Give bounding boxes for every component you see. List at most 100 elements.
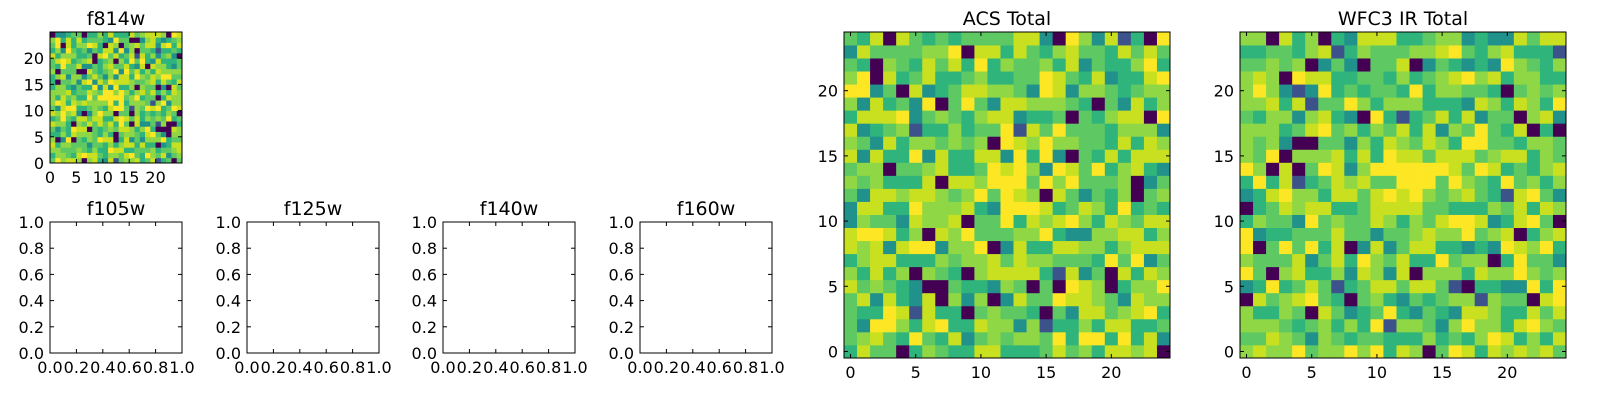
heatmap-cell xyxy=(1026,331,1040,346)
heatmap-cell xyxy=(166,32,172,38)
heatmap-cell xyxy=(1292,162,1306,176)
heatmap-cell xyxy=(1065,188,1080,202)
heatmap-cell xyxy=(145,84,151,91)
heatmap-cell xyxy=(97,63,104,70)
y-tick-label: 5 xyxy=(828,277,838,296)
heatmap-cell xyxy=(123,84,130,91)
heatmap-cell xyxy=(948,331,962,346)
heatmap-cell xyxy=(65,121,72,127)
heatmap-cell xyxy=(1266,97,1280,111)
heatmap-cell xyxy=(145,131,151,138)
heatmap-cell xyxy=(65,115,72,122)
heatmap-cell xyxy=(1052,279,1067,294)
heatmap-cell xyxy=(166,152,172,159)
heatmap-cell xyxy=(909,318,923,333)
heatmap-cell xyxy=(50,100,56,106)
heatmap-cell xyxy=(1052,344,1067,359)
heatmap-cell xyxy=(1370,318,1384,333)
x-tick-label: 15 xyxy=(1432,363,1452,382)
heatmap-cell xyxy=(1026,292,1040,307)
heatmap-cell xyxy=(1039,201,1054,215)
heatmap-cell xyxy=(102,121,109,127)
heatmap-cell xyxy=(1000,318,1014,333)
heatmap-cell xyxy=(974,253,988,268)
heatmap-cell xyxy=(102,42,109,49)
heatmap-cell xyxy=(1292,344,1306,359)
heatmap-cell xyxy=(1487,149,1502,163)
heatmap-cell xyxy=(1143,318,1158,333)
heatmap-cell xyxy=(176,42,183,49)
heatmap-cell xyxy=(155,79,162,85)
heatmap-cell xyxy=(1396,331,1410,346)
heatmap-cell xyxy=(71,79,77,85)
heatmap-cell xyxy=(92,115,98,122)
heatmap-cell xyxy=(65,105,72,111)
heatmap-cell xyxy=(1513,305,1528,320)
heatmap-cell xyxy=(1383,45,1397,59)
heatmap-cell xyxy=(118,115,125,122)
subplot-title: f160w xyxy=(677,198,736,220)
heatmap-cell xyxy=(883,188,897,202)
heatmap-cell xyxy=(1091,97,1106,111)
heatmap-cell xyxy=(1253,149,1267,163)
heatmap-cell xyxy=(1539,45,1554,59)
heatmap-cell xyxy=(1396,45,1410,59)
heatmap-cell xyxy=(123,37,130,43)
heatmap-cell xyxy=(1292,71,1306,85)
heatmap-cell xyxy=(1383,71,1397,85)
heatmap-cell xyxy=(86,94,93,101)
heatmap-cell xyxy=(139,84,146,91)
heatmap-cell xyxy=(1013,71,1027,85)
y-tick-label: 0.4 xyxy=(216,292,241,311)
heatmap-cell xyxy=(1039,162,1054,176)
heatmap-cell xyxy=(1104,253,1119,268)
heatmap-cell xyxy=(123,142,130,148)
heatmap-cell xyxy=(113,42,120,49)
heatmap-cell xyxy=(1039,318,1054,333)
heatmap-cell xyxy=(123,68,130,75)
heatmap-cell xyxy=(1370,123,1384,137)
heatmap-cell xyxy=(1513,253,1528,268)
heatmap-cell xyxy=(1474,279,1489,294)
heatmap-cell xyxy=(81,105,88,111)
heatmap-cell xyxy=(1266,292,1280,307)
heatmap-cell xyxy=(974,201,988,215)
heatmap-cell xyxy=(1253,344,1267,359)
heatmap-cell xyxy=(1422,110,1436,124)
heatmap-cell xyxy=(86,89,93,96)
heatmap-cell xyxy=(97,136,104,143)
heatmap-cell xyxy=(171,52,178,59)
heatmap-cell xyxy=(171,63,178,70)
heatmap-cell xyxy=(60,37,67,43)
heatmap-cell xyxy=(1396,227,1410,242)
heatmap-cell xyxy=(1117,305,1132,320)
heatmap-cell xyxy=(1448,162,1463,176)
subplot-title: f140w xyxy=(480,198,539,220)
heatmap-cell xyxy=(1104,45,1119,59)
heatmap-cell xyxy=(1318,97,1332,111)
heatmap-cell xyxy=(134,42,141,49)
heatmap-cell xyxy=(166,42,172,49)
heatmap-cell xyxy=(974,45,988,59)
heatmap-cell xyxy=(1344,266,1358,281)
heatmap-cell xyxy=(1156,58,1171,72)
heatmap-cell xyxy=(1117,201,1132,215)
heatmap-cell xyxy=(1396,188,1410,202)
heatmap-cell xyxy=(113,68,120,75)
heatmap-cell xyxy=(870,110,884,124)
heatmap-cell xyxy=(935,266,949,281)
heatmap-cell xyxy=(1078,318,1093,333)
heatmap-cell xyxy=(76,157,83,164)
heatmap-cell xyxy=(65,68,72,75)
heatmap-cell xyxy=(139,147,146,153)
heatmap-cell xyxy=(1357,175,1371,189)
heatmap-cell xyxy=(1240,331,1254,346)
heatmap-cell xyxy=(987,162,1001,176)
heatmap-cell xyxy=(1013,58,1027,72)
heatmap-cell xyxy=(1318,266,1332,281)
heatmap-cell xyxy=(1266,32,1280,46)
y-tick-label: 0.6 xyxy=(216,265,241,284)
heatmap-cell xyxy=(896,214,910,228)
heatmap-cell xyxy=(1383,123,1397,137)
